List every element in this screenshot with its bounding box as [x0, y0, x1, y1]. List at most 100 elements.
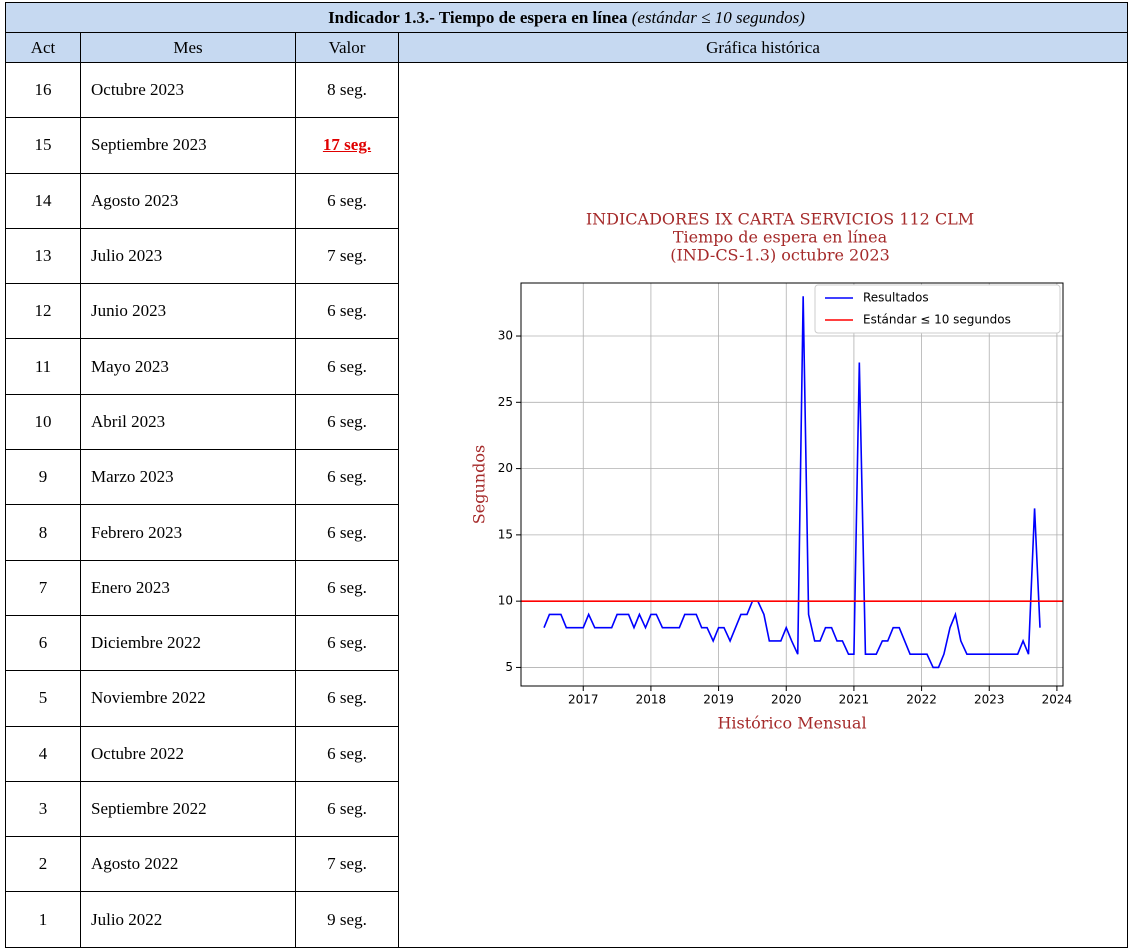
x-tick-label: 2017 — [568, 693, 599, 707]
value-cell: 6 seg. — [295, 172, 399, 229]
value: 6 seg. — [327, 743, 367, 763]
value-cell: 6 seg. — [295, 614, 399, 672]
act-cell: 4 — [5, 725, 81, 782]
subtitle: (estándar ≤ 10 segundos) — [631, 7, 805, 27]
value: 9 seg. — [327, 909, 367, 929]
plot-area — [521, 283, 1063, 686]
value-cell: 6 seg. — [295, 559, 399, 616]
value-cell: 9 seg. — [295, 891, 399, 948]
value: 6 seg. — [327, 799, 367, 818]
table-row: 3 Septiembre 2022 6 seg. — [5, 780, 1128, 838]
month-cell: Abril 2023 — [80, 393, 296, 451]
value-cell: 6 seg. — [295, 504, 399, 561]
x-tick-label: 2019 — [703, 693, 734, 707]
table-row: 15 Septiembre 2023 17 seg. — [5, 117, 1128, 174]
value-cell: 6 seg. — [295, 780, 399, 838]
y-axis-label: Segundos — [470, 445, 489, 524]
table-row: 5 Noviembre 2022 6 seg. — [5, 670, 1128, 727]
x-tick-label: 2018 — [636, 693, 667, 707]
column-header: Gráfica histórica — [398, 32, 1128, 63]
column-header-row: Act Mes Valor Gráfica histórica — [5, 32, 1128, 63]
chart-title: INDICADORES IX CARTA SERVICIOS 112 CLM — [586, 210, 974, 229]
act-cell: 14 — [5, 172, 81, 229]
table-row: 1 Julio 2022 9 seg. — [5, 891, 1128, 948]
table-row: 10 Abril 2023 6 seg. — [5, 393, 1128, 451]
y-tick-label: 25 — [498, 395, 513, 409]
value-cell: 7 seg. — [295, 227, 399, 285]
chart-title: Tiempo de espera en línea — [673, 228, 888, 247]
table-title: Indicador 1.3.- Tiempo de espera en líne… — [5, 2, 1128, 33]
month-cell: Noviembre 2022 — [80, 670, 296, 727]
value: 6 seg. — [327, 688, 367, 708]
act-cell: 16 — [5, 61, 81, 119]
month-cell: Agosto 2022 — [80, 836, 296, 893]
value-cell: 6 seg. — [295, 449, 399, 506]
value-cell: 6 seg. — [295, 670, 399, 727]
table-row: 9 Marzo 2023 6 seg. — [5, 449, 1128, 506]
act-cell: 15 — [5, 117, 81, 174]
title: Indicador 1.3.- Tiempo de espera en líne… — [328, 7, 628, 27]
chart-title: (IND-CS-1.3) octubre 2023 — [670, 246, 890, 265]
month-cell: Agosto 2023 — [80, 172, 296, 229]
value-cell: 6 seg. — [295, 393, 399, 451]
table-row: 4 Octubre 2022 6 seg. — [5, 725, 1128, 782]
column-header: Mes — [80, 32, 296, 63]
table-row: 6 Diciembre 2022 6 seg. — [5, 614, 1128, 672]
y-tick-label: 5 — [505, 660, 513, 674]
x-tick-label: 2023 — [974, 693, 1005, 707]
value: 6 seg. — [327, 301, 367, 321]
month-cell: Julio 2023 — [80, 227, 296, 285]
act-cell: 2 — [5, 836, 81, 893]
table-row: 12 Junio 2023 6 seg. — [5, 283, 1128, 340]
legend-box — [814, 284, 1061, 334]
month-cell: Julio 2022 — [80, 891, 296, 948]
table-row: 14 Agosto 2023 6 seg. — [5, 172, 1128, 229]
data-line — [543, 296, 1041, 669]
legend-label: Estándar ≤ 10 segundos — [863, 313, 1011, 327]
month-cell: Enero 2023 — [80, 559, 296, 616]
x-axis-label: Histórico Mensual — [717, 714, 866, 733]
month-cell: Junio 2023 — [80, 283, 296, 340]
value-cell: 17 seg. — [295, 117, 399, 174]
table-row: 2 Agosto 2022 7 seg. — [5, 836, 1128, 893]
act-cell: 9 — [5, 449, 81, 506]
value: 7 seg. — [327, 854, 367, 874]
column-header: Act — [5, 32, 81, 63]
value: 6 seg. — [327, 190, 367, 210]
value: 6 seg. — [327, 411, 367, 431]
legend-label: Resultados — [863, 291, 929, 305]
table-row: 7 Enero 2023 6 seg. — [5, 559, 1128, 616]
act-cell: 13 — [5, 227, 81, 285]
value: 6 seg. — [327, 467, 367, 487]
act-cell: 6 — [5, 614, 81, 672]
month-cell: Septiembre 2023 — [80, 117, 296, 174]
value: 17 seg. — [322, 135, 372, 155]
y-tick-label: 30 — [498, 329, 513, 343]
x-tick-label: 2022 — [906, 693, 937, 707]
x-tick-label: 2021 — [839, 693, 870, 707]
month-cell: Octubre 2023 — [80, 61, 296, 119]
value: 6 seg. — [327, 356, 367, 376]
act-cell: 7 — [5, 559, 81, 616]
y-tick-label: 20 — [498, 461, 513, 475]
y-tick-label: 10 — [498, 594, 513, 608]
value: 6 seg. — [327, 633, 367, 653]
value-cell: 6 seg. — [295, 283, 399, 340]
table-row: 8 Febrero 2023 6 seg. — [5, 504, 1128, 561]
x-tick-label: 2020 — [771, 693, 802, 707]
act-cell: 10 — [5, 393, 81, 451]
table-row: 13 Julio 2023 7 seg. — [5, 227, 1128, 285]
value-cell: 6 seg. — [295, 338, 399, 395]
value: 6 seg. — [327, 577, 367, 597]
value: 8 seg. — [327, 80, 367, 100]
table-row: 11 Mayo 2023 6 seg. — [5, 338, 1128, 395]
y-tick-label: 15 — [498, 527, 513, 541]
value: 6 seg. — [327, 522, 367, 542]
value-cell: 6 seg. — [295, 725, 399, 782]
x-tick-label: 2024 — [1042, 693, 1073, 707]
month-cell: Octubre 2022 — [80, 725, 296, 782]
month-cell: Marzo 2023 — [80, 449, 296, 506]
axes-frame — [520, 282, 1064, 687]
